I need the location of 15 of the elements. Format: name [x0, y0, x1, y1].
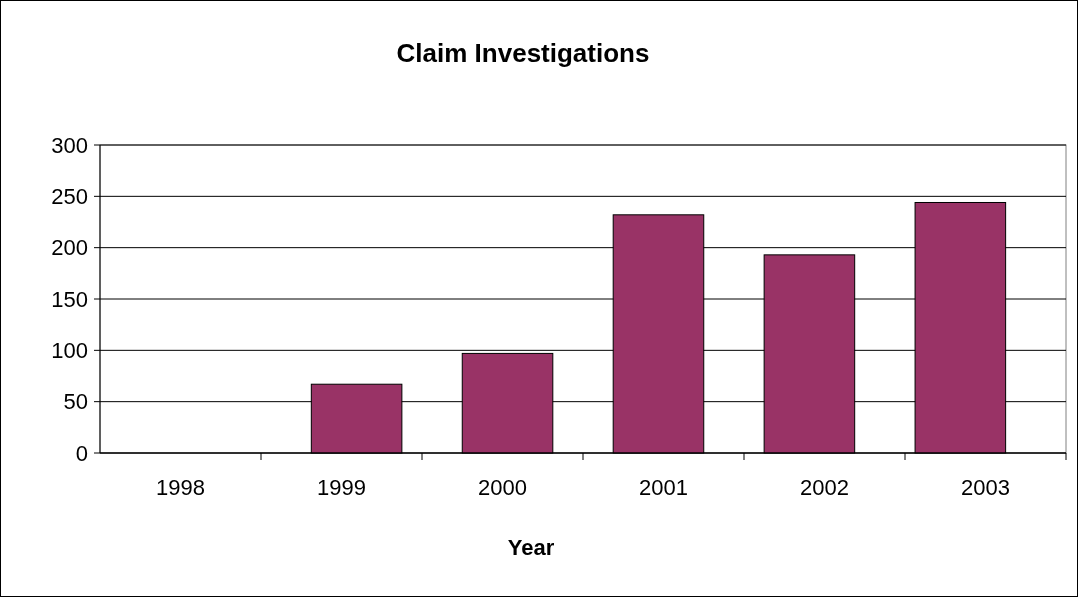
x-tick-label: 2003	[961, 475, 1010, 500]
y-tick-label: 0	[75, 440, 88, 466]
y-tick-label: 100	[51, 338, 88, 364]
x-axis-title: Year	[507, 535, 555, 560]
chart-title: Claim Investigations	[396, 38, 650, 68]
y-tick-label: 50	[63, 389, 88, 415]
y-tick-label: 150	[51, 286, 88, 312]
x-tick-label: 1999	[317, 475, 366, 500]
x-tick-label: 2002	[800, 475, 849, 500]
x-tick-label: 2001	[639, 475, 688, 500]
y-tick-label: 200	[51, 235, 88, 261]
x-tick-label: 1998	[156, 475, 205, 500]
x-tick-label: 2000	[478, 475, 527, 500]
y-tick-label: 250	[51, 184, 88, 210]
y-tick-label: 300	[51, 132, 88, 158]
